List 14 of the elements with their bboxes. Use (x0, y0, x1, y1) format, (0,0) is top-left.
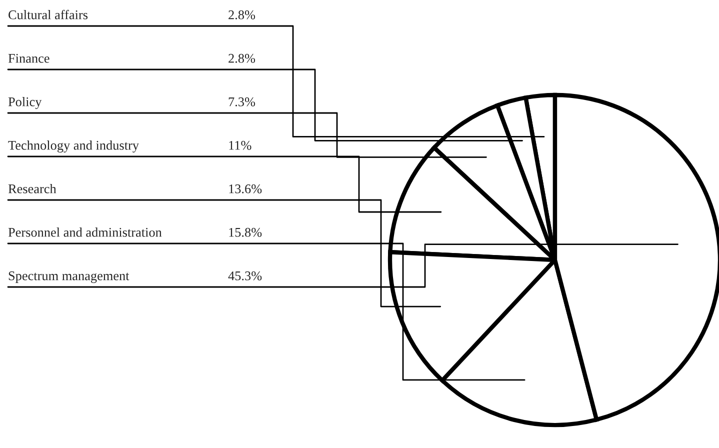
slice-label: Finance (8, 54, 50, 63)
data-label: 11% (229, 140, 252, 150)
data-label: 2.8% (228, 54, 256, 63)
slice-label: Technology and industry (8, 140, 139, 152)
slice-label: Personnel and administration (8, 228, 162, 237)
slice-label: Spectrum management (8, 271, 130, 283)
slice-label: Cultural affairs (8, 10, 88, 20)
data-label: 2.8% (228, 10, 256, 20)
data-label: 13.6% (229, 184, 262, 194)
data-label: 45.3% (228, 271, 262, 280)
data-label: 7.3% (228, 97, 256, 106)
slice-label: Research (8, 184, 56, 194)
data-label: 15.8% (229, 228, 262, 237)
slice-label: Policy (8, 97, 42, 109)
